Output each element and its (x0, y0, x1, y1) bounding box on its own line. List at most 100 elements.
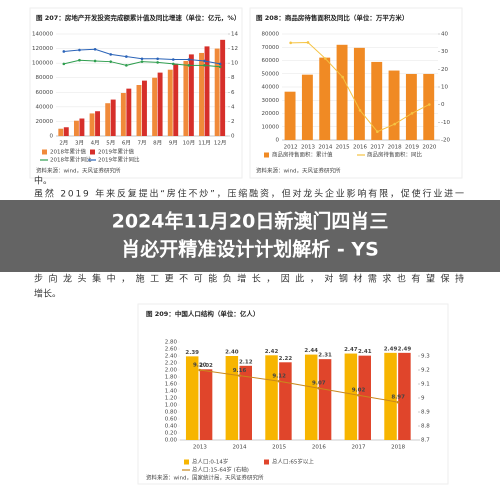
y-tick-label: 80000 (262, 32, 280, 38)
chart-title: 图 208：商品房待售面积及同比（单位：万平方米） (256, 13, 408, 22)
x-tick-label: 3月 (75, 140, 84, 147)
y2-tick-label: 20 (441, 67, 448, 73)
x-tick-label: 2018 (391, 445, 405, 451)
x-tick-label: 6月 (122, 140, 131, 147)
point (125, 55, 128, 58)
x-tick-label: 2017 (352, 445, 366, 451)
x-tick-label: 9月 (169, 140, 178, 147)
legend-label: 商品房待售面积：同比 (367, 151, 423, 159)
y-tick-label: 2.60 (165, 347, 178, 353)
y-tick-label: 120000 (32, 46, 53, 52)
legend-swatch (264, 459, 269, 465)
bar (63, 127, 69, 136)
point (203, 64, 206, 67)
point (156, 57, 159, 61)
source-note: 资料来源：wind，天风证券研究所 (256, 167, 341, 175)
y2-tick-label: 9.3 (421, 354, 430, 360)
bar (318, 359, 332, 440)
bar (199, 52, 204, 136)
point (341, 75, 344, 79)
y-tick-label: 1.60 (165, 382, 178, 388)
bar (199, 369, 213, 440)
data-label: 2.40 (225, 350, 239, 356)
legend-label: 总人口:65岁以上 (272, 458, 314, 466)
x-tick-label: 2020 (422, 145, 436, 151)
point (306, 41, 310, 44)
point (78, 58, 81, 62)
data-label: 2.31 (318, 353, 332, 359)
point (62, 50, 66, 53)
y-tick-label: 1.40 (165, 389, 178, 395)
point (171, 58, 175, 61)
y2-tick-label: 14 (231, 32, 238, 38)
data-label: 2.49 (398, 346, 412, 352)
data-label: 8.97 (391, 395, 405, 401)
bar (398, 352, 411, 440)
bar (136, 85, 142, 136)
point (357, 393, 360, 397)
data-label: 9.02 (352, 388, 366, 394)
data-label: 9.16 (233, 368, 247, 374)
y-tick-label: 0.00 (165, 438, 178, 444)
bar (371, 61, 383, 140)
banner-bg (0, 200, 500, 272)
y2-tick-label: 6 (231, 90, 235, 96)
y-tick-label: 2.20 (165, 361, 178, 367)
legend-swatch (42, 149, 47, 155)
y-tick-label: 2.00 (165, 368, 178, 374)
bar (105, 103, 111, 136)
y-tick-label: 30000 (262, 98, 280, 104)
data-label: 2.41 (358, 349, 372, 355)
data-label: 2.02 (199, 363, 213, 369)
x-tick-label: 7月 (138, 140, 147, 147)
y2-tick-label: 10 (441, 85, 448, 91)
x-tick-label: 2014 (318, 145, 332, 151)
y2-tick-label: 8 (231, 75, 235, 81)
y-tick-label: 100000 (32, 61, 53, 67)
bar (405, 73, 417, 140)
bar (120, 93, 126, 136)
line (199, 369, 399, 403)
y2-tick-label: 12 (231, 46, 238, 52)
point (125, 64, 128, 67)
bar (167, 69, 173, 136)
point (358, 109, 362, 112)
y2-tick-label: 40 (441, 32, 448, 38)
x-tick-label: 8月 (153, 140, 162, 147)
bar (95, 111, 101, 136)
y2-tick-label: -10 (441, 120, 450, 126)
source-note: 资料来源：wind，天风证券研究所 (36, 167, 121, 175)
legend-swatch (184, 459, 189, 465)
legend-label: 2018年累计值 (50, 148, 86, 156)
y2-tick-label: 30 (441, 49, 448, 55)
x-tick-label: 5月 (106, 140, 115, 147)
x-tick-label: 2013 (193, 445, 207, 451)
bar (336, 44, 348, 141)
point (140, 57, 144, 61)
banner-title: 肖必开精准设计计划解析 - YS (121, 238, 379, 261)
y2-tick-label: 8.9 (421, 410, 430, 416)
text: 中。 (34, 175, 52, 187)
x-tick-label: 2018 (388, 145, 402, 151)
y-tick-label: 50000 (262, 71, 280, 77)
text: 虽然 2019 年来反复提出“房住不炒”，压缩融资，但对龙头企业影响有限，促使行… (34, 188, 464, 200)
x-tick-label: 2019 (405, 145, 419, 151)
text: 步向龙头集中，施工更不可能负增长，因此，对钢材需求也有望保持 (34, 273, 464, 285)
bar (79, 118, 85, 136)
x-tick-label: 2016 (312, 445, 326, 451)
y-tick-label: 0.80 (165, 410, 178, 416)
point (218, 65, 222, 69)
point (156, 61, 159, 64)
source-note: 资料来源：wind，国家统计局，天风证券研究所 (146, 474, 264, 482)
y-tick-label: 0.20 (165, 431, 178, 437)
legend-label: 总人口:15-64岁 (右轴) (192, 466, 249, 474)
y2-tick-label: 10 (231, 61, 238, 67)
bar (353, 47, 365, 140)
y2-tick-label: 9 (421, 396, 425, 402)
y2-tick-label: 9.2 (421, 368, 430, 374)
bar (358, 355, 371, 440)
point (218, 62, 222, 66)
point (396, 400, 400, 404)
